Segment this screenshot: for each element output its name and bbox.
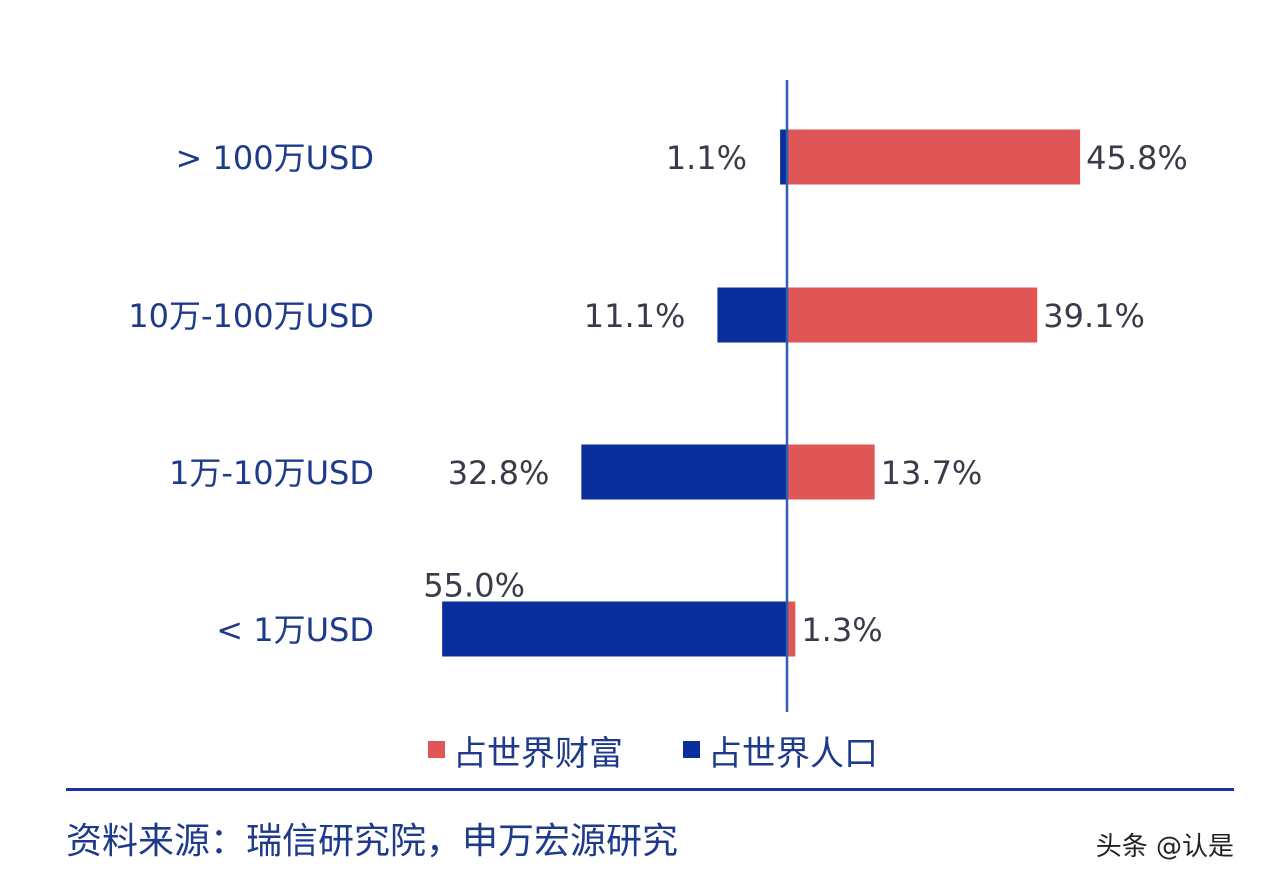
source-note: 资料来源：瑞信研究院，申万宏源研究 bbox=[66, 821, 679, 862]
watermark: 头条 @认是 bbox=[1095, 832, 1234, 862]
bar-wealth bbox=[787, 601, 796, 657]
bar-wealth bbox=[787, 129, 1081, 185]
category-label: > 100万USD bbox=[176, 139, 374, 177]
bar-population bbox=[780, 129, 787, 185]
value-label-wealth: 45.8% bbox=[1086, 139, 1188, 177]
value-label-wealth: 1.3% bbox=[801, 611, 882, 649]
category-label: 10万-100万USD bbox=[128, 297, 374, 335]
legend-swatch-population bbox=[683, 741, 700, 758]
bar-population bbox=[717, 287, 787, 343]
value-label-wealth: 39.1% bbox=[1043, 297, 1145, 335]
bar-population bbox=[581, 444, 787, 500]
category-label: < 1万USD bbox=[216, 611, 374, 649]
value-label-population: 11.1% bbox=[584, 297, 686, 335]
bar-population bbox=[442, 601, 787, 657]
legend-label-population: 占世界人口 bbox=[708, 734, 878, 774]
value-label-population: 55.0% bbox=[423, 567, 525, 605]
value-label-wealth: 13.7% bbox=[881, 454, 983, 492]
bar-wealth bbox=[787, 444, 875, 500]
category-label: 1万-10万USD bbox=[169, 454, 374, 492]
value-label-population: 32.8% bbox=[448, 454, 550, 492]
value-label-population: 1.1% bbox=[666, 139, 747, 177]
divider bbox=[66, 788, 1234, 791]
legend-label-wealth: 占世界财富 bbox=[453, 734, 623, 774]
bar-wealth bbox=[787, 287, 1038, 343]
legend-swatch-wealth bbox=[428, 741, 445, 758]
